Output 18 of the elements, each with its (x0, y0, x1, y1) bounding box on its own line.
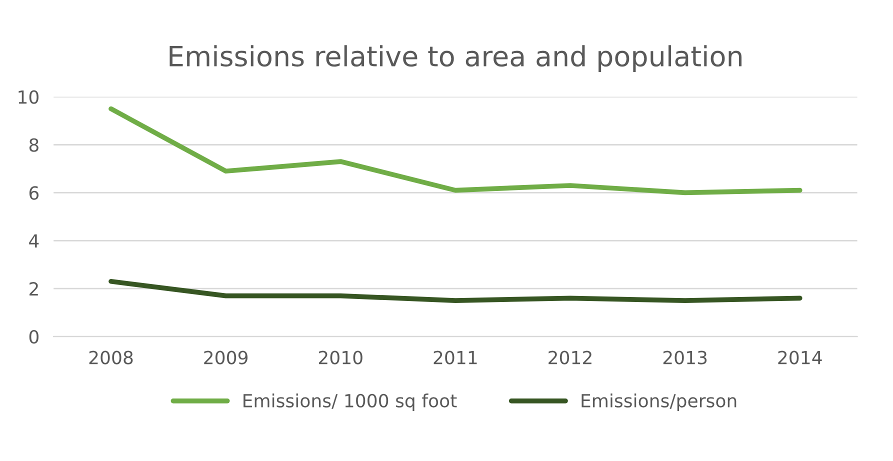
line-series (108, 106, 802, 196)
legend-label: Emissions/ 1000 sq foot (244, 394, 457, 412)
legend-label: Emissions/person (582, 394, 736, 412)
x-tick-label: 2009 (204, 350, 248, 364)
x-tick-label: 2014 (778, 350, 822, 364)
x-tick-label: 2010 (318, 350, 362, 364)
x-tick-label: 2008 (89, 350, 133, 364)
chart-title: Emissions relative to area and population (170, 45, 742, 72)
x-tick-label: 2012 (548, 350, 592, 364)
y-tick-label: 6 (29, 186, 39, 200)
x-tick-label: 2013 (663, 350, 707, 364)
y-tick-label: 4 (29, 234, 39, 248)
y-tick-label: 2 (30, 282, 38, 296)
y-tick-label: 10 (18, 90, 38, 104)
line-series (108, 278, 802, 303)
x-tick-label: 2011 (434, 350, 477, 364)
y-tick-label: 8 (29, 138, 38, 152)
y-tick-label: 0 (29, 330, 38, 344)
